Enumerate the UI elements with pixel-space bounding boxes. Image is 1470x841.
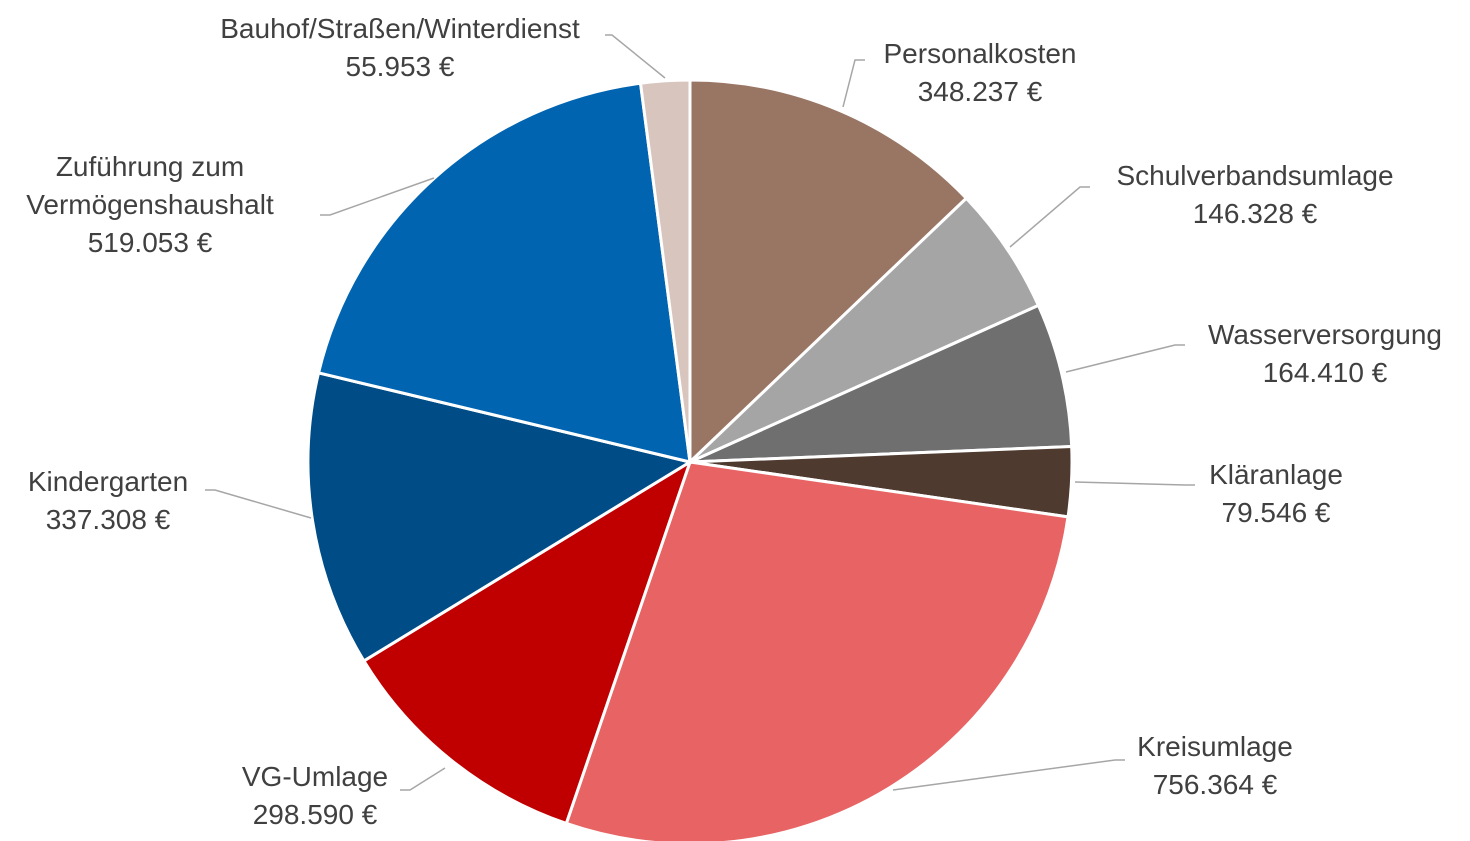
category-label: Wasserversorgung [1208,319,1442,350]
value-label: 55.953 € [345,51,455,82]
slice-label: Kreisumlage 756.364 € [1137,728,1293,804]
leader-line [320,177,435,216]
pie-slice [316,81,692,464]
pie-slice [306,371,694,663]
category-label: Schulverbandsumlage [1116,160,1394,191]
slice-label: Personalkosten 348.237 € [883,35,1076,111]
slice-label: VG-Umlage 298.590 € [242,758,388,834]
value-label: 146.328 € [1192,198,1318,229]
category-label: Kläranlage [1209,459,1343,490]
category-label: Personalkosten [883,38,1077,69]
category-label: Kreisumlage [1137,731,1293,762]
value-label: 337.308 € [45,504,171,535]
pie-slice [361,458,693,826]
value-label: 756.364 € [1152,769,1278,800]
leader-line [1065,344,1185,373]
slice-label: Wasserversorgung 164.410 € [1208,316,1442,392]
leader-line [400,767,446,791]
leader-line [892,759,1125,791]
leader-line [205,489,312,519]
category-label: Kindergarten [27,466,189,497]
slice-label: Kindergarten 337.308 € [28,463,188,539]
slice-label: Schulverbandsumlage 146.328 € [1116,157,1393,233]
leader-line [605,34,666,79]
category-label: Bauhof/Straßen/Winterdienst [220,13,580,44]
slice-label: Kläranlage 79.546 € [1209,456,1343,532]
value-label: 164.410 € [1262,357,1388,388]
value-label: 519.053 € [87,227,213,258]
leader-line [1009,186,1090,248]
value-label: 298.590 € [252,799,378,830]
value-label: 348.237 € [917,76,1043,107]
leader-line [842,59,865,108]
slice-label: Zuführung zum Vermögenshaushalt 519.053 € [0,148,300,262]
leader-line [1074,481,1195,486]
pie-slice [638,78,692,463]
category-label: VG-Umlage [241,761,389,792]
category-label: Zuführung zum Vermögenshaushalt [26,151,274,220]
pie-slice [689,303,1074,464]
slice-label: Bauhof/Straßen/Winterdienst 55.953 € [220,10,580,86]
pie-slice [564,460,1070,841]
value-label: 79.546 € [1221,497,1331,528]
pie-slice [688,78,969,466]
